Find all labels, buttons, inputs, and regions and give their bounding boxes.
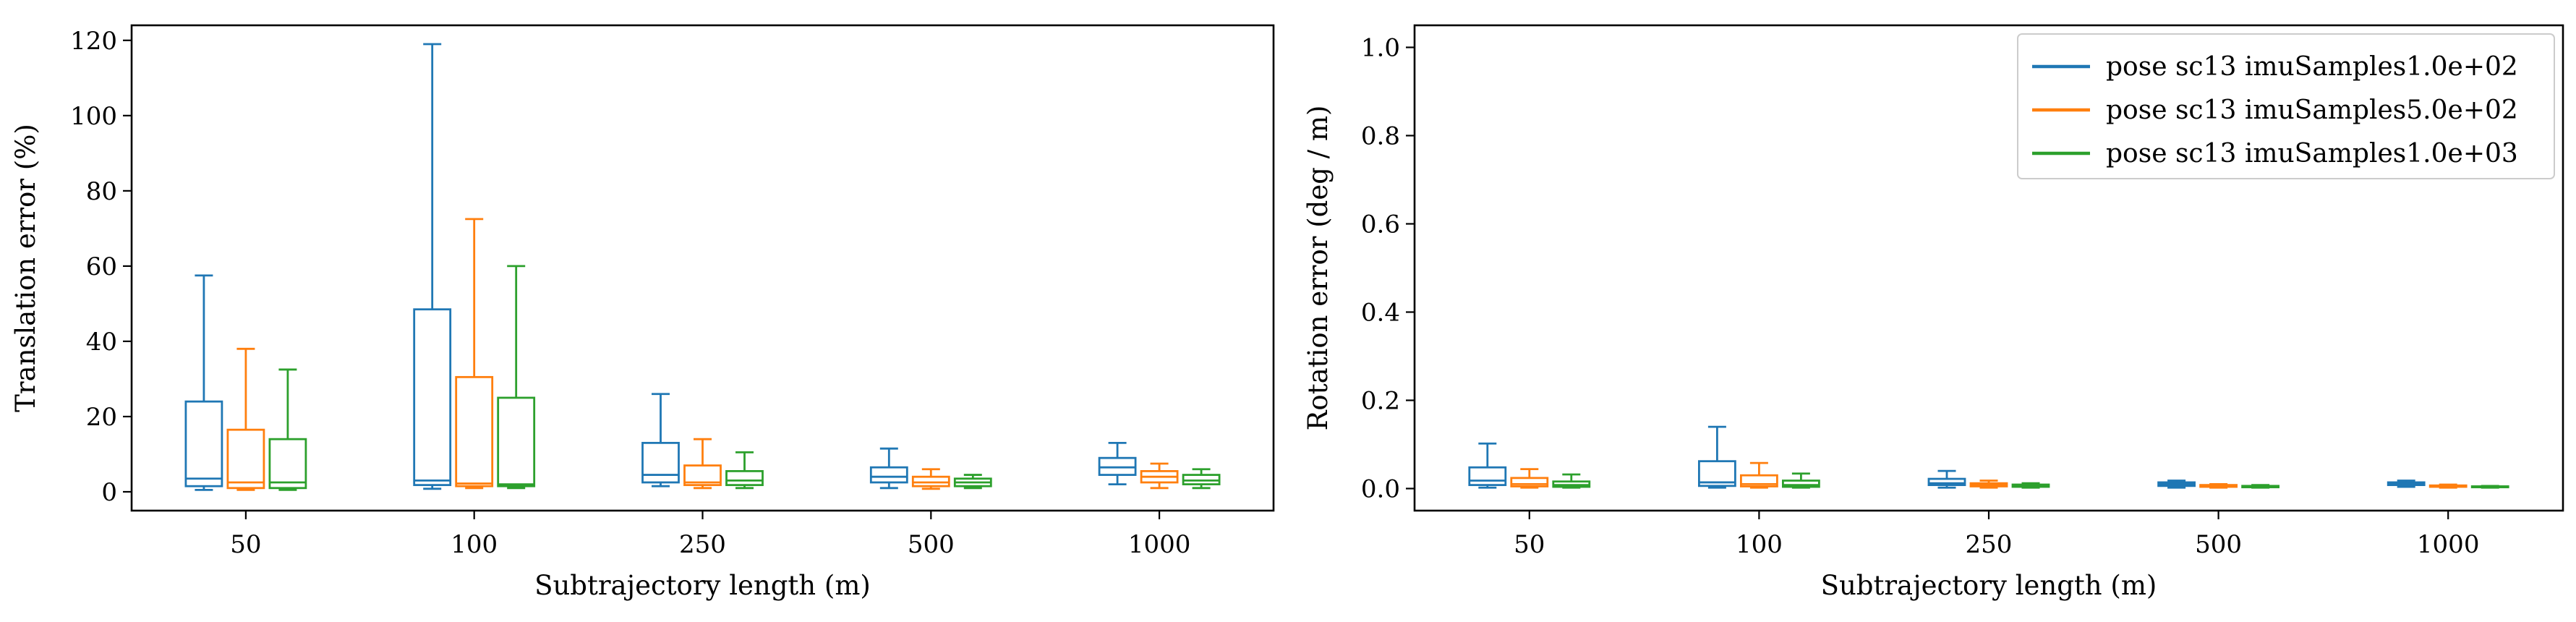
y-tick-label: 40 bbox=[86, 328, 117, 357]
iqr-box bbox=[1697, 460, 1736, 487]
x-tick-label: 500 bbox=[908, 530, 955, 559]
box-1000 bbox=[2387, 480, 2426, 488]
box-1000 bbox=[1140, 462, 1179, 490]
x-tick-label: 250 bbox=[679, 530, 726, 559]
box-100 bbox=[1697, 425, 1736, 489]
box-100 bbox=[497, 265, 536, 490]
x-axis-title: Subtrajectory length (m) bbox=[534, 570, 871, 601]
iqr-box bbox=[641, 441, 680, 484]
iqr-box bbox=[725, 469, 764, 487]
series-0 bbox=[184, 43, 1137, 491]
iqr-box bbox=[1927, 477, 1966, 487]
box-100 bbox=[1739, 461, 1778, 489]
y-tick-label: 20 bbox=[86, 403, 117, 432]
box-500 bbox=[869, 447, 908, 490]
x-tick-label: 100 bbox=[451, 530, 498, 559]
iqr-box bbox=[184, 400, 223, 487]
y-tick-label: 100 bbox=[70, 102, 117, 131]
legend-box bbox=[2017, 33, 2555, 179]
box-250 bbox=[641, 393, 680, 487]
box-1000 bbox=[2428, 483, 2468, 489]
box-250 bbox=[2011, 482, 2050, 489]
legend: pose sc13 imuSamples1.0e+02 pose sc13 imu… bbox=[2017, 33, 2555, 179]
iqr-box bbox=[1468, 466, 1507, 487]
series-2 bbox=[268, 265, 1221, 491]
box-250 bbox=[1927, 469, 1966, 489]
box-250 bbox=[725, 451, 764, 490]
series-1 bbox=[1510, 461, 2468, 489]
iqr-box bbox=[268, 438, 307, 490]
box-1000 bbox=[1098, 441, 1137, 485]
x-tick-label: 1000 bbox=[1128, 530, 1191, 559]
y-axis-title: Translation error (%) bbox=[10, 124, 41, 412]
box-500 bbox=[2157, 480, 2196, 489]
legend-label: pose sc13 imuSamples1.0e+03 bbox=[2106, 139, 2518, 169]
series-0 bbox=[1468, 425, 2426, 489]
box-50 bbox=[1510, 468, 1549, 489]
box-50 bbox=[226, 347, 265, 491]
y-tick-label: 0.0 bbox=[1361, 475, 1400, 504]
x-tick-label: 50 bbox=[230, 530, 261, 559]
iqr-box bbox=[1781, 480, 1820, 488]
box-250 bbox=[1969, 480, 2008, 489]
x-axis-title: Subtrajectory length (m) bbox=[1821, 570, 2157, 601]
iqr-box bbox=[1739, 474, 1778, 487]
box-500 bbox=[2241, 484, 2280, 489]
y-tick-label: 0.6 bbox=[1361, 210, 1400, 239]
box-500 bbox=[953, 474, 992, 490]
box-1000 bbox=[1182, 468, 1221, 490]
x-tick-label: 500 bbox=[2195, 530, 2242, 559]
box-100 bbox=[455, 218, 494, 490]
x-tick-label: 50 bbox=[1514, 530, 1545, 559]
iqr-box bbox=[413, 308, 452, 487]
y-tick-label: 60 bbox=[86, 252, 117, 281]
y-tick-label: 80 bbox=[86, 177, 117, 206]
y-tick-label: 1.0 bbox=[1361, 34, 1400, 63]
x-tick-label: 100 bbox=[1736, 530, 1783, 559]
box-250 bbox=[683, 438, 722, 490]
iqr-box bbox=[869, 466, 908, 484]
box-500 bbox=[2199, 483, 2238, 489]
x-tick-label: 1000 bbox=[2417, 530, 2480, 559]
plot-frame bbox=[130, 24, 1275, 512]
y-tick-label: 0.4 bbox=[1361, 299, 1400, 328]
iqr-box bbox=[683, 464, 722, 487]
series-1 bbox=[226, 218, 1179, 491]
series-2 bbox=[1552, 472, 2509, 489]
iqr-box bbox=[455, 375, 494, 487]
y-tick-label: 0.8 bbox=[1361, 122, 1400, 151]
y-axis-title: Rotation error (deg / m) bbox=[1302, 106, 1334, 431]
box-50 bbox=[1552, 473, 1591, 489]
y-tick-label: 0.2 bbox=[1361, 387, 1400, 416]
y-tick-label: 0 bbox=[101, 478, 117, 507]
iqr-box bbox=[497, 396, 536, 487]
box-50 bbox=[184, 274, 223, 491]
x-tick-label: 250 bbox=[1966, 530, 2013, 559]
y-tick-label: 120 bbox=[70, 27, 117, 56]
iqr-box bbox=[226, 428, 265, 490]
box-100 bbox=[413, 43, 452, 490]
legend-label: pose sc13 imuSamples5.0e+02 bbox=[2106, 95, 2518, 125]
box-50 bbox=[1468, 442, 1507, 489]
box-50 bbox=[268, 368, 307, 491]
box-100 bbox=[1781, 472, 1820, 489]
translation-error-panel: 0 20 40 60 80 100 120 50 100 250 500 1000 Subtraject… bbox=[10, 24, 1275, 601]
rotation-error-panel: 0.0 0.2 0.4 0.6 0.8 1.0 50 100 250 500 1000 Subtraj… bbox=[1302, 24, 2564, 601]
iqr-box bbox=[1510, 477, 1549, 487]
legend-label: pose sc13 imuSamples1.0e+02 bbox=[2106, 52, 2518, 82]
box-1000 bbox=[2470, 485, 2509, 489]
box-500 bbox=[911, 468, 950, 490]
